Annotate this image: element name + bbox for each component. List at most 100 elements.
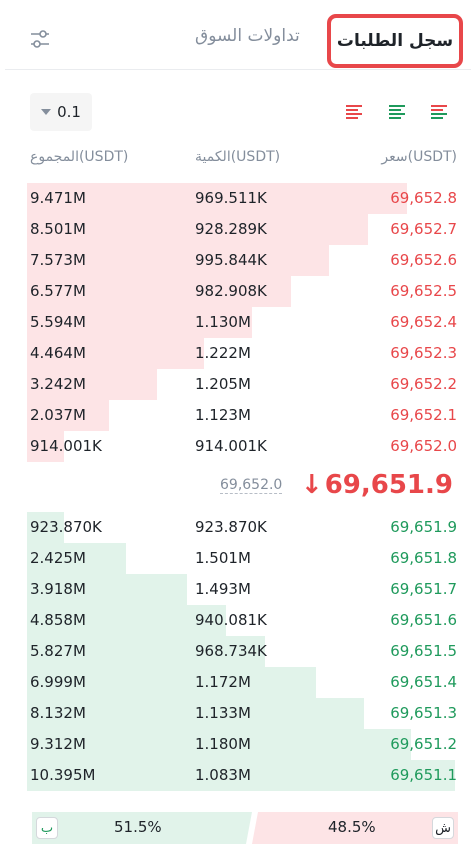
depth-bar <box>27 214 368 245</box>
arrow-down-icon: ↓ <box>300 470 323 500</box>
orderbook-row-bid[interactable]: 5.827M 968.734K 69,651.5 <box>27 636 459 667</box>
bids-only-icon[interactable] <box>388 103 406 121</box>
depth-bar <box>27 760 455 791</box>
last-price[interactable]: ↓ 69,651.9 <box>301 470 453 500</box>
depth-bar <box>27 605 226 636</box>
orderbook-row-bid[interactable]: 9.312M 1.180M 69,651.2 <box>27 729 459 760</box>
caret-down-icon <box>41 109 52 115</box>
depth-bar <box>27 574 187 605</box>
orderbook-row-bid[interactable]: 10.395M 1.083M 69,651.1 <box>27 760 459 791</box>
depth-bar <box>27 636 265 667</box>
depth-bar <box>27 183 407 214</box>
row-price: 69,651.6 <box>390 611 457 629</box>
row-total: 3.242M <box>30 375 86 393</box>
sliders-icon[interactable] <box>29 28 51 50</box>
orderbook-row-ask[interactable]: 4.464M 1.222M 69,652.3 <box>27 338 459 369</box>
row-quantity: 940.081K <box>195 611 267 629</box>
depth-bar <box>27 369 157 400</box>
depth-bar <box>27 245 329 276</box>
depth-bar <box>27 276 291 307</box>
row-quantity: 995.844K <box>195 251 267 269</box>
orderbook-row-bid[interactable]: 8.132M 1.133M 69,651.3 <box>27 698 459 729</box>
row-quantity: 923.870K <box>195 518 267 536</box>
row-quantity: 914.001K <box>195 437 267 455</box>
row-price: 69,651.3 <box>390 704 457 722</box>
orderbook-row-ask[interactable]: 5.594M 1.130M 69,652.4 <box>27 307 459 338</box>
row-total: 9.312M <box>30 735 86 753</box>
row-price: 69,652.1 <box>390 406 457 424</box>
row-total: 5.594M <box>30 313 86 331</box>
orderbook-row-bid[interactable]: 923.870K 923.870K 69,651.9 <box>27 512 459 543</box>
row-price: 69,651.2 <box>390 735 457 753</box>
orderbook-row-ask[interactable]: 2.037M 1.123M 69,652.1 <box>27 400 459 431</box>
row-quantity: 982.908K <box>195 282 267 300</box>
panel-header: تداولات السوق سجل الطلبات <box>5 0 471 70</box>
depth-bar <box>27 543 126 574</box>
row-quantity: 968.734K <box>195 642 267 660</box>
orderbook-row-ask[interactable]: 8.501M 928.289K 69,652.7 <box>27 214 459 245</box>
depth-bar <box>27 307 252 338</box>
row-total: 923.870K <box>30 518 102 536</box>
row-price: 69,651.1 <box>390 766 457 784</box>
orderbook-row-ask[interactable]: 914.001K 914.001K 69,652.0 <box>27 431 459 462</box>
mark-price[interactable]: 69,652.0 <box>220 477 283 494</box>
sell-ratio-segment <box>252 812 458 844</box>
row-price: 69,652.3 <box>390 344 457 362</box>
orderbook-panel: تداولات السوق سجل الطلبات 0.1 المجموع(US… <box>5 0 471 860</box>
row-quantity: 1.222M <box>195 344 251 362</box>
row-quantity: 1.133M <box>195 704 251 722</box>
row-quantity: 1.123M <box>195 406 251 424</box>
tab-market-trades[interactable]: تداولات السوق <box>195 26 300 46</box>
precision-dropdown[interactable]: 0.1 <box>30 93 92 131</box>
row-price: 69,652.4 <box>390 313 457 331</box>
column-quantity-header: الكمية(USDT) <box>195 149 281 165</box>
row-price: 69,652.6 <box>390 251 457 269</box>
orderbook-row-bid[interactable]: 3.918M 1.493M 69,651.7 <box>27 574 459 605</box>
row-price: 69,651.4 <box>390 673 457 691</box>
tab-orderbook[interactable]: سجل الطلبات <box>327 14 463 68</box>
row-quantity: 1.083M <box>195 766 251 784</box>
row-total: 10.395M <box>30 766 96 784</box>
orderbook-row-bid[interactable]: 6.999M 1.172M 69,651.4 <box>27 667 459 698</box>
depth-bar <box>27 400 109 431</box>
row-quantity: 1.493M <box>195 580 251 598</box>
row-quantity: 1.180M <box>195 735 251 753</box>
row-price: 69,652.0 <box>390 437 457 455</box>
asks-only-icon[interactable] <box>345 103 363 121</box>
row-total: 5.827M <box>30 642 86 660</box>
row-quantity: 1.501M <box>195 549 251 567</box>
row-price: 69,652.2 <box>390 375 457 393</box>
row-quantity: 1.172M <box>195 673 251 691</box>
column-price-header: سعر(USDT) <box>381 149 457 165</box>
row-total: 2.425M <box>30 549 86 567</box>
orderbook-row-ask[interactable]: 7.573M 995.844K 69,652.6 <box>27 245 459 276</box>
row-total: 7.573M <box>30 251 86 269</box>
row-total: 6.577M <box>30 282 86 300</box>
buy-percentage: 51.5% <box>114 818 162 836</box>
sell-badge: ش <box>432 817 454 839</box>
orderbook-row-bid[interactable]: 4.858M 940.081K 69,651.6 <box>27 605 459 636</box>
depth-bar <box>27 338 204 369</box>
depth-bar <box>27 431 64 462</box>
orderbook-row-bid[interactable]: 2.425M 1.501M 69,651.8 <box>27 543 459 574</box>
row-price: 69,652.5 <box>390 282 457 300</box>
depth-bar <box>27 698 364 729</box>
orderbook-row-ask[interactable]: 3.242M 1.205M 69,652.2 <box>27 369 459 400</box>
row-total: 914.001K <box>30 437 102 455</box>
buy-sell-ratio-bar: ب 51.5% 48.5% ش <box>32 812 458 844</box>
last-price-value: 69,651.9 <box>324 470 453 500</box>
both-sides-icon[interactable] <box>430 103 448 121</box>
orderbook-row-ask[interactable]: 6.577M 982.908K 69,652.5 <box>27 276 459 307</box>
row-total: 4.464M <box>30 344 86 362</box>
column-total-header: المجموع(USDT) <box>30 149 129 165</box>
row-price: 69,652.7 <box>390 220 457 238</box>
row-total: 8.132M <box>30 704 86 722</box>
orderbook-row-ask[interactable]: 9.471M 969.511K 69,652.8 <box>27 183 459 214</box>
row-total: 8.501M <box>30 220 86 238</box>
row-total: 6.999M <box>30 673 86 691</box>
row-price: 69,651.7 <box>390 580 457 598</box>
row-price: 69,651.9 <box>390 518 457 536</box>
precision-value: 0.1 <box>57 103 81 121</box>
depth-bar <box>27 667 316 698</box>
row-quantity: 969.511K <box>195 189 267 207</box>
